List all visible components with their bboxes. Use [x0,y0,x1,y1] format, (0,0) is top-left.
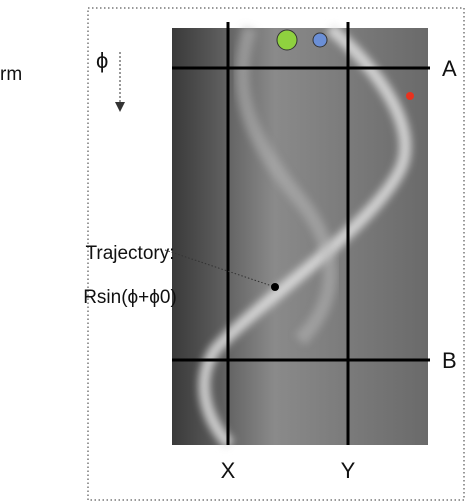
label-b: B [442,348,457,373]
arrow-head [115,102,125,112]
trajectory-label: Trajectory: [85,243,174,264]
green-dot [277,30,297,50]
point [271,283,279,291]
label-a: A [442,56,457,81]
label-x: X [221,458,236,483]
formula-label: Rsin(ϕ+ϕ0) [83,287,177,308]
diagram: rm ϕ A B X Y Trajectory: Rsin(ϕ+ϕ0) [0,0,469,504]
red-dot [406,92,414,100]
blue-dot [313,33,327,47]
corner-text: rm [0,64,22,85]
label-y: Y [341,458,356,483]
phi-label: ϕ [96,48,108,73]
